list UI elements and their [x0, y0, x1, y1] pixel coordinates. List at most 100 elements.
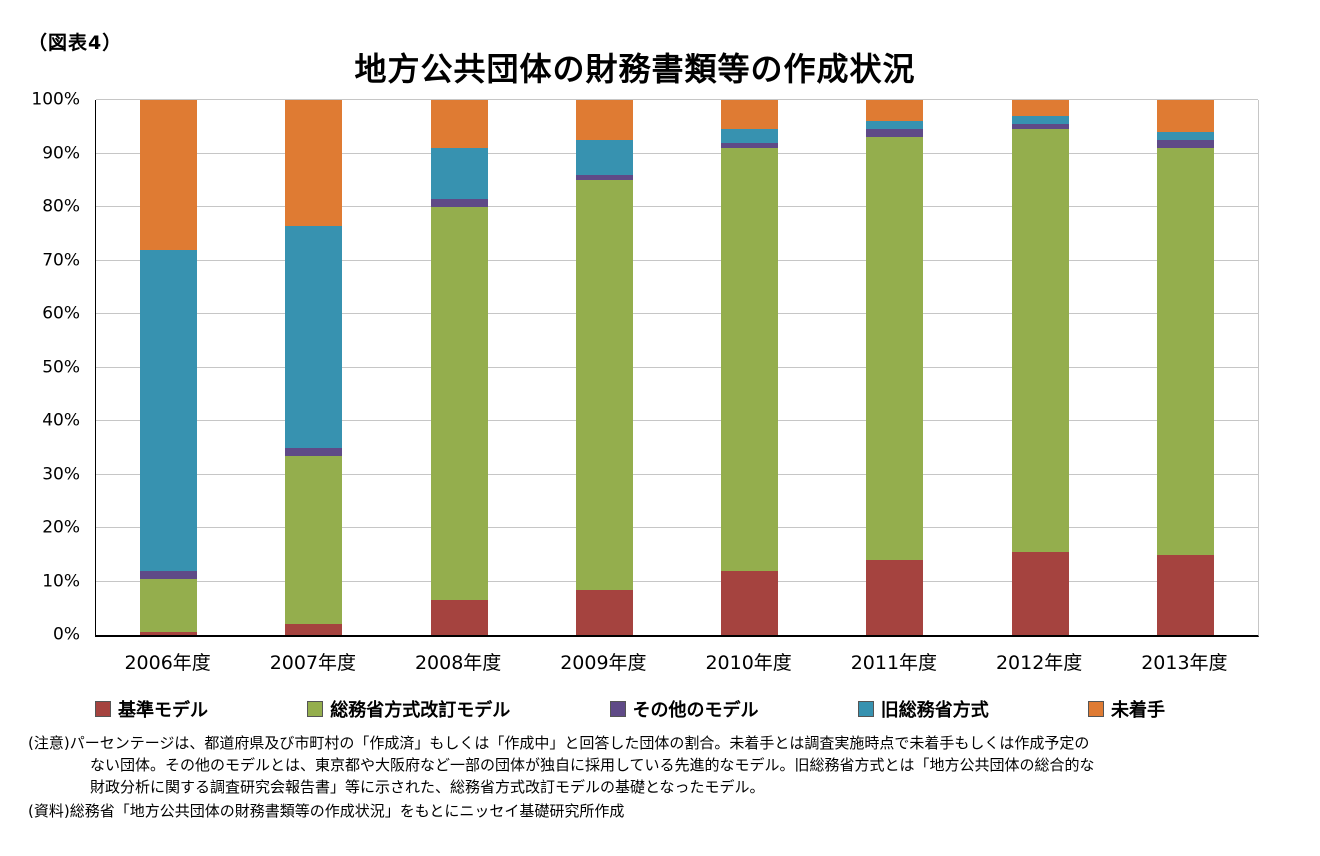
legend-swatch-icon [857, 701, 874, 717]
bar-segment [575, 174, 633, 181]
gridline [96, 152, 1258, 154]
bar-segment [140, 100, 198, 250]
y-tick-label: 60% [42, 303, 80, 324]
x-axis-label: 2008年度 [414, 652, 502, 674]
bar-segment [140, 249, 198, 571]
notes: (注意)パーセンテージは、都道府県及び市町村の「作成済」もしくは「作成中」と回答… [28, 732, 1095, 822]
bar-column [822, 100, 967, 635]
figure-label: （図表4） [28, 32, 123, 54]
bar-segment [721, 148, 779, 571]
legend-item: 総務省方式改訂モデル [307, 696, 510, 722]
y-tick-label: 40% [42, 410, 80, 431]
bar-segment [866, 100, 924, 122]
legend-item: 基準モデル [95, 696, 208, 722]
x-axis-label: 2010年度 [705, 652, 792, 674]
bar-segment [1011, 124, 1069, 130]
stacked-bar [140, 100, 198, 635]
stacked-bar [575, 100, 633, 635]
bar-segment [866, 121, 924, 130]
legend-label: 基準モデル [118, 700, 208, 721]
gridline [96, 313, 1258, 314]
stacked-bar [285, 100, 343, 635]
y-axis: 0% 10% 20% 30% 40% 50% 60% 70% 80% 90% 100% [0, 91, 86, 643]
legend-item: 未着手 [1088, 696, 1165, 722]
bar-segment [1156, 132, 1214, 141]
source-note-line: (資料)総務省「地方公共団体の財務書類等の作成状況」をもとにニッセイ基礎研究所作… [28, 802, 625, 820]
x-axis-label: 2013年度 [1141, 652, 1228, 674]
bar-segment [1011, 129, 1069, 553]
bar-segment [140, 632, 198, 635]
note-line: 財政分析に関する調査研究会報告書」等に示された、総務省方式改訂モデルの基礎となっ… [90, 778, 765, 796]
bars [96, 100, 1258, 635]
bar-segment [575, 100, 633, 141]
legend: 基準モデル 総務省方式改訂モデル その他のモデル 旧総務省方式 未着手 [95, 696, 1165, 722]
bar-column [968, 100, 1113, 635]
y-tick-label: 30% [42, 464, 80, 484]
bar-segment [721, 100, 779, 130]
y-tick-label: 100% [31, 89, 80, 110]
bar-segment [1156, 148, 1214, 555]
chart-title: 地方公共団体の財務書類等の作成状況 [354, 50, 916, 88]
x-axis-label: 2009年度 [560, 652, 647, 674]
gridline [96, 420, 1258, 421]
bar-segment [430, 207, 488, 601]
bar-column [1113, 100, 1258, 635]
bar-segment [721, 129, 779, 143]
gridline [96, 527, 1258, 528]
x-axis-label: 2006年度 [124, 652, 211, 674]
y-tick-label: 80% [42, 196, 80, 217]
bar-segment [1156, 554, 1214, 635]
bar-segment [285, 447, 343, 456]
bar-segment [721, 142, 779, 149]
y-tick-label: 70% [42, 250, 80, 270]
bar-segment [575, 589, 633, 635]
bar-segment [575, 140, 633, 175]
bar-segment [430, 148, 488, 199]
legend-swatch-icon [95, 701, 111, 717]
x-axis-label: 2011年度 [850, 652, 938, 674]
gridline [96, 206, 1258, 207]
bar-column [532, 100, 677, 635]
gridline [96, 259, 1258, 261]
bar-segment [1156, 100, 1214, 133]
bar-column [677, 100, 822, 635]
bar-segment [1011, 552, 1069, 635]
stacked-bar [1156, 100, 1214, 635]
legend-label: その他のモデル [632, 700, 759, 721]
legend-label: 総務省方式改訂モデル [330, 700, 511, 721]
x-axis: 2006年度 2007年度 2008年度 2009年度 2010年度 2011年度 2012… [95, 648, 1257, 675]
legend-label: 旧総務省方式 [880, 700, 989, 721]
bar-segment [285, 225, 343, 448]
x-axis-label: 2007年度 [269, 652, 357, 674]
y-tick-label: 0% [53, 624, 80, 645]
y-tick-label: 10% [42, 571, 80, 591]
legend-swatch-icon [1088, 701, 1104, 717]
stacked-bar [721, 100, 779, 635]
bar-segment [140, 570, 198, 579]
bar-segment [866, 129, 924, 138]
note-line: ない団体。その他のモデルとは、東京都や大阪府など一部の団体が独自に採用している先… [90, 756, 1095, 774]
legend-item: その他のモデル [609, 696, 759, 722]
bar-column [96, 100, 241, 635]
legend-swatch-icon [307, 701, 324, 717]
y-tick-label: 90% [42, 143, 80, 163]
bar-segment [285, 624, 343, 635]
bar-column [387, 100, 532, 635]
gridline [96, 366, 1258, 368]
legend-item: 旧総務省方式 [857, 696, 989, 722]
x-axis-label: 2012年度 [995, 652, 1083, 674]
legend-swatch-icon [609, 701, 626, 717]
y-tick-label: 50% [42, 357, 80, 377]
bar-segment [430, 600, 488, 635]
stacked-bar [430, 100, 488, 635]
bar-segment [1011, 100, 1069, 117]
bar-segment [140, 578, 198, 633]
bar-segment [1011, 116, 1069, 125]
stacked-bar [866, 100, 924, 635]
note-line: (注意)パーセンテージは、都道府県及び市町村の「作成済」もしくは「作成中」と回答… [28, 734, 1090, 752]
gridline [96, 99, 1258, 100]
bar-segment [1156, 140, 1214, 149]
bar-column [241, 100, 386, 635]
bar-segment [721, 570, 779, 635]
